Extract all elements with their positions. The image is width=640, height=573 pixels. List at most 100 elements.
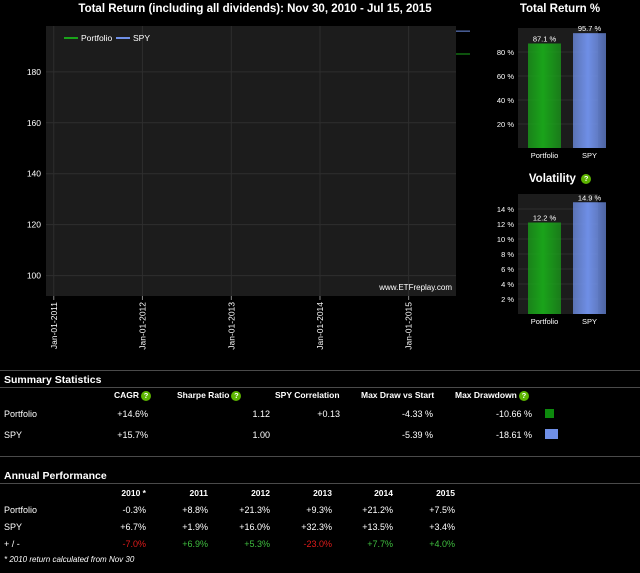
volatility-title: Volatility ? xyxy=(480,173,640,185)
summary-sharpe: 1.00 xyxy=(252,430,270,440)
y-tick-label: 40 % xyxy=(497,96,514,105)
summary-max-draw-vs-start: -4.33 % xyxy=(401,409,433,419)
y-tick-label: 160 xyxy=(27,118,41,128)
portfolio-color-swatch xyxy=(545,409,554,418)
annual-value: +16.0% xyxy=(239,522,270,532)
y-tick-label: 4 % xyxy=(501,280,514,289)
annual-value: +32.3% xyxy=(301,522,332,532)
help-icon[interactable]: ? xyxy=(518,390,529,401)
annual-value: +13.5% xyxy=(362,522,393,532)
annual-row-name: SPY xyxy=(4,522,23,532)
category-label: Portfolio xyxy=(531,317,559,326)
header-max-drawdown: Max Drawdown? xyxy=(455,390,529,401)
bar-portfolio xyxy=(528,43,561,149)
legend-entry: SPY xyxy=(133,33,150,43)
header-spy-correlation: SPY Correlation xyxy=(275,390,340,400)
bar-value-label: 95.7 % xyxy=(578,24,602,33)
bar-value-label: 12.2 % xyxy=(533,214,557,223)
annual-value: -23.0% xyxy=(303,539,332,549)
series-line-spy xyxy=(455,30,470,32)
summary-row-name: Portfolio xyxy=(4,409,38,419)
volatility-bar-chart: 14 % 12 % 10 % 8 % 6 % 4 % 2 % 12.2 % Portfolio 1… xyxy=(497,193,606,326)
header-sharpe-label: Sharpe Ratio xyxy=(177,390,230,400)
annual-value: +7.5% xyxy=(429,505,455,515)
summary-cagr: +14.6% xyxy=(117,409,148,419)
summary-max-drawdown: -18.61 % xyxy=(495,430,532,440)
x-tick-label: Jan-01-2014 xyxy=(315,302,325,350)
x-tick-label: Jan-01-2013 xyxy=(226,302,236,350)
annual-value: +21.3% xyxy=(239,505,270,515)
y-tick-label: 140 xyxy=(27,169,41,179)
y-tick-label: 20 % xyxy=(497,120,514,129)
main-chart-title: Total Return (including all dividends): … xyxy=(78,3,432,15)
annual-value: +1.9% xyxy=(182,522,208,532)
y-tick-label: 100 xyxy=(27,271,41,281)
annual-row-name: Portfolio xyxy=(4,505,38,515)
header-sharpe: Sharpe Ratio? xyxy=(177,390,242,401)
category-label: Portfolio xyxy=(531,151,559,160)
x-tick-label: Jan-01-2012 xyxy=(137,302,147,350)
total-return-title: Total Return % xyxy=(519,3,601,15)
y-tick-label: 120 xyxy=(27,220,41,230)
annual-value: +5.3% xyxy=(244,539,270,549)
y-tick-label: 10 % xyxy=(497,235,514,244)
year-header: 2015 xyxy=(436,488,455,498)
annual-top-divider xyxy=(0,456,640,457)
plot-area xyxy=(46,26,456,296)
summary-corr: +0.13 xyxy=(317,409,340,419)
bar-spy xyxy=(573,33,606,148)
y-tick-label: 80 % xyxy=(497,48,514,57)
y-tick-label: 180 xyxy=(27,67,41,77)
help-icon[interactable]: ? xyxy=(231,390,242,401)
annual-value: -7.0% xyxy=(122,539,146,549)
annual-value: +8.8% xyxy=(182,505,208,515)
annual-value: +7.7% xyxy=(367,539,393,549)
annual-value: +21.2% xyxy=(362,505,393,515)
summary-max-draw-vs-start: -5.39 % xyxy=(401,430,433,440)
annual-value: -0.3% xyxy=(122,505,146,515)
help-icon[interactable]: ? xyxy=(141,390,152,401)
x-tick-label: Jan-01-2015 xyxy=(404,302,414,350)
header-cagr: CAGR? xyxy=(114,390,152,401)
summary-row-name: SPY xyxy=(4,430,23,440)
year-header: 2011 xyxy=(189,488,208,498)
bar-value-label: 14.9 % xyxy=(578,193,602,202)
annual-value: +9.3% xyxy=(306,505,332,515)
summary-sharpe: 1.12 xyxy=(252,409,270,419)
summary-title-divider xyxy=(0,387,640,388)
y-tick-label: 60 % xyxy=(497,72,514,81)
annual-value: +4.0% xyxy=(429,539,455,549)
x-tick-label: Jan-01-2011 xyxy=(49,302,59,349)
volatility-title-text: Volatility xyxy=(528,173,576,185)
spy-color-swatch xyxy=(545,429,558,439)
annual-title: Annual Performance xyxy=(4,470,107,482)
annual-title-divider xyxy=(0,483,640,484)
legend-entry: Portfolio xyxy=(81,33,112,43)
help-icon[interactable]: ? xyxy=(581,173,592,184)
category-label: SPY xyxy=(582,317,597,326)
annual-footnote: * 2010 return calculated from Nov 30 xyxy=(4,555,135,564)
y-tick-label: 2 % xyxy=(501,295,514,304)
y-tick-label: 6 % xyxy=(501,265,514,274)
y-tick-label: 8 % xyxy=(501,250,514,259)
total-return-chart: 180 160 140 120 100 Jan-01-2011 Jan-01-2012 Jan… xyxy=(27,26,470,350)
annual-value: +3.4% xyxy=(429,522,455,532)
summary-top-divider xyxy=(0,370,640,371)
series-line-portfolio xyxy=(455,53,470,55)
bar-value-label: 87.1 % xyxy=(533,34,557,43)
year-header: 2013 xyxy=(313,488,332,498)
category-label: SPY xyxy=(582,151,597,160)
summary-title: Summary Statistics xyxy=(4,374,102,386)
annual-row-name: + / - xyxy=(4,539,20,549)
header-cagr-label: CAGR xyxy=(114,390,140,400)
year-header: 2014 xyxy=(374,488,393,498)
y-tick-label: 14 % xyxy=(497,205,514,214)
header-max-drawdown-label: Max Drawdown xyxy=(455,390,517,400)
summary-max-drawdown: -10.66 % xyxy=(495,409,532,419)
y-tick-label: 12 % xyxy=(497,220,514,229)
bar-spy xyxy=(573,202,606,314)
year-header: 2012 xyxy=(251,488,270,498)
header-max-draw-vs-start: Max Draw vs Start xyxy=(361,390,435,400)
summary-cagr: +15.7% xyxy=(117,430,148,440)
total-return-bar-chart: 80 % 60 % 40 % 20 % 87.1 % Portfolio 95.7 % SPY xyxy=(497,24,606,160)
